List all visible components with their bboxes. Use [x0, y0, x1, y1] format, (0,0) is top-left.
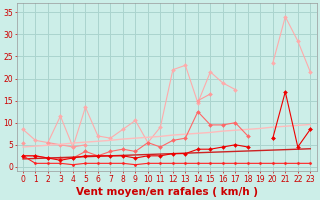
X-axis label: Vent moyen/en rafales ( km/h ): Vent moyen/en rafales ( km/h ) [76, 187, 258, 197]
